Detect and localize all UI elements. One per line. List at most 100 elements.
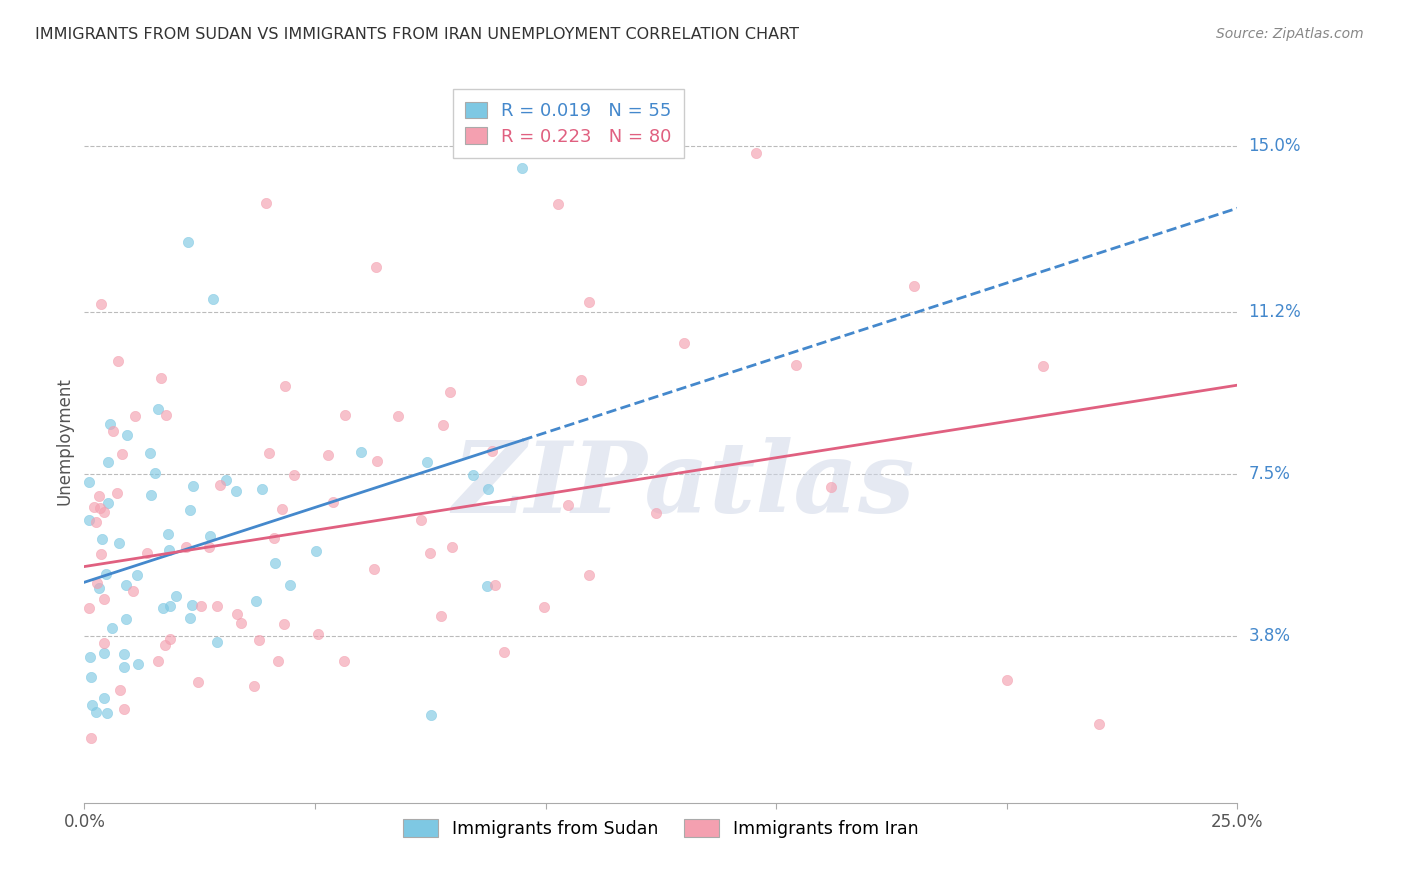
Point <box>333 655 356 669</box>
Point <box>263 532 285 546</box>
Point <box>416 455 439 469</box>
Text: 3.8%: 3.8% <box>1249 627 1291 646</box>
Point <box>245 594 267 608</box>
Text: IMMIGRANTS FROM SUDAN VS IMMIGRANTS FROM IRAN UNEMPLOYMENT CORRELATION CHART: IMMIGRANTS FROM SUDAN VS IMMIGRANTS FROM… <box>35 27 799 42</box>
Point <box>155 408 177 422</box>
Point <box>202 292 225 306</box>
Point <box>117 428 139 442</box>
Point <box>179 611 201 625</box>
Point <box>547 196 569 211</box>
Point <box>215 473 238 487</box>
Point <box>93 690 115 705</box>
Point <box>87 489 110 503</box>
Point <box>274 379 297 393</box>
Point <box>124 409 146 424</box>
Point <box>94 566 117 581</box>
Point <box>111 447 134 461</box>
Text: ZIPatlas: ZIPatlas <box>453 437 915 533</box>
Point <box>165 590 187 604</box>
Point <box>96 706 118 720</box>
Point <box>190 599 212 613</box>
Point <box>141 488 163 502</box>
Point <box>112 702 135 716</box>
Point <box>125 567 148 582</box>
Point <box>181 598 204 612</box>
Point <box>79 649 101 664</box>
Point <box>569 373 592 387</box>
Point <box>492 645 515 659</box>
Point <box>350 445 373 459</box>
Point <box>484 577 506 591</box>
Point <box>89 501 111 516</box>
Point <box>307 626 329 640</box>
Text: 15.0%: 15.0% <box>1249 137 1301 155</box>
Point <box>86 515 108 529</box>
Point <box>363 562 385 576</box>
Point <box>103 425 125 439</box>
Point <box>263 556 285 570</box>
Point <box>387 409 409 423</box>
Point <box>177 235 200 249</box>
Point <box>785 358 807 372</box>
Point <box>157 542 180 557</box>
Point <box>366 454 388 468</box>
Point <box>420 708 443 723</box>
Point <box>578 568 600 582</box>
Point <box>127 657 149 672</box>
Point <box>481 443 503 458</box>
Text: Source: ZipAtlas.com: Source: ZipAtlas.com <box>1216 27 1364 41</box>
Point <box>83 500 105 514</box>
Point <box>225 607 247 622</box>
Point <box>153 638 176 652</box>
Point <box>430 609 453 624</box>
Point <box>122 584 145 599</box>
Point <box>283 468 305 483</box>
Point <box>1088 717 1111 731</box>
Point <box>183 479 205 493</box>
Point <box>124 807 146 822</box>
Point <box>250 482 273 496</box>
Point <box>112 647 135 661</box>
Point <box>820 480 842 494</box>
Point <box>86 576 108 591</box>
Point <box>159 599 181 614</box>
Point <box>115 612 138 626</box>
Point <box>150 371 173 385</box>
Point <box>247 633 270 648</box>
Point <box>254 195 277 210</box>
Point <box>1032 359 1054 373</box>
Point <box>97 496 120 510</box>
Point <box>316 449 339 463</box>
Point <box>179 503 201 517</box>
Point <box>198 540 221 554</box>
Point <box>93 646 115 660</box>
Point <box>101 621 124 635</box>
Point <box>93 505 115 519</box>
Point <box>995 673 1018 688</box>
Point <box>578 294 600 309</box>
Point <box>97 455 120 469</box>
Point <box>143 467 166 481</box>
Point <box>267 654 290 668</box>
Point <box>80 731 103 745</box>
Point <box>198 529 221 543</box>
Point <box>77 513 100 527</box>
Point <box>273 617 295 632</box>
Point <box>477 482 499 496</box>
Point <box>93 635 115 649</box>
Point <box>207 635 229 649</box>
Point <box>176 540 198 554</box>
Y-axis label: Unemployment: Unemployment <box>55 377 73 506</box>
Point <box>259 445 281 459</box>
Point <box>411 514 433 528</box>
Point <box>146 654 169 668</box>
Point <box>475 579 498 593</box>
Point <box>115 577 138 591</box>
Point <box>187 674 209 689</box>
Point <box>108 683 131 698</box>
Point <box>156 527 179 541</box>
Point <box>439 385 461 400</box>
Point <box>441 540 464 554</box>
Point <box>108 536 131 550</box>
Point <box>152 601 174 615</box>
